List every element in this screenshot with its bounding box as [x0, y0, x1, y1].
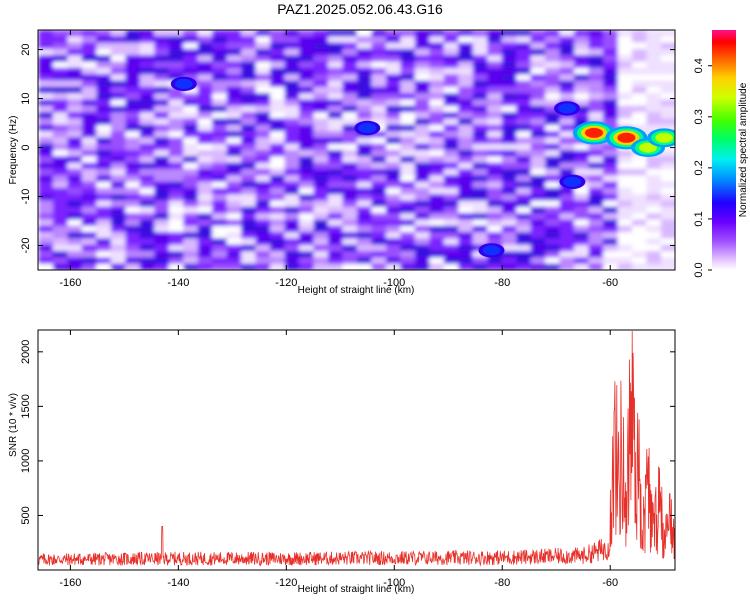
- heatmap-cell: [660, 80, 675, 88]
- heatmap-cell: [660, 112, 675, 119]
- heatmap-cell: [660, 213, 675, 220]
- colorbar-tick-label: 0.1: [693, 211, 705, 226]
- heatmap-hotspot: [174, 78, 193, 89]
- x-tick-label: -80: [494, 577, 510, 589]
- x-tick-label: -140: [167, 277, 189, 289]
- heatmap-cell: [660, 156, 675, 163]
- y-tick-label: 500: [20, 506, 32, 524]
- heatmap-cell: [660, 238, 675, 245]
- y-tick-label: 10: [20, 92, 32, 104]
- heatmap-cell: [660, 86, 675, 94]
- heatmap-cell: [660, 36, 675, 43]
- snr-panel: -160 -140 -120 -100 -80 -60 500 1000 1500 2000 H…: [8, 329, 676, 595]
- snr-y-ticks: 500 1000 1500 2000: [20, 340, 675, 525]
- colorbar: 0.0 0.1 0.2 0.3 0.4 Normalized spectral ampl…: [693, 30, 749, 278]
- heatmap-cell: [660, 244, 675, 252]
- heatmap-cell: [660, 168, 675, 176]
- heatmap-cell: [660, 206, 675, 214]
- colorbar-gradient: [712, 30, 736, 270]
- colorbar-tick-label: 0.2: [693, 160, 705, 175]
- heatmap-cell: [660, 42, 675, 50]
- heatmap-y-axis-label: Frequency (Hz): [8, 116, 19, 185]
- x-tick-label: -60: [602, 577, 618, 589]
- snr-frame: [37, 329, 676, 571]
- x-tick-label: -120: [275, 277, 297, 289]
- heatmap-cell: [660, 61, 675, 69]
- heatmap-cell: [660, 74, 675, 81]
- heatmap-x-axis-label: Height of straight line (km): [298, 285, 415, 296]
- heatmap-cell: [660, 30, 675, 37]
- heatmap-cell: [660, 200, 675, 208]
- heatmap-cell: [660, 225, 675, 233]
- x-tick-label: -140: [167, 577, 189, 589]
- heatmap-cell: [660, 187, 675, 195]
- heatmap-cell: [660, 55, 675, 62]
- x-tick-label: -160: [59, 577, 81, 589]
- heatmap-hotspot: [617, 132, 636, 143]
- heatmap-cell: [660, 150, 675, 157]
- heatmap-hotspot: [482, 245, 501, 256]
- heatmap-hotspot: [563, 176, 582, 187]
- colorbar-label: Normalized spectral amplitude: [738, 82, 749, 217]
- heatmap-hotspot: [639, 142, 657, 153]
- y-tick-label: 1000: [20, 449, 32, 473]
- heatmap-hotspot: [358, 123, 377, 133]
- heatmap-cell: [660, 105, 675, 113]
- x-tick-label: -100: [383, 577, 405, 589]
- snr-background: [38, 330, 675, 570]
- colorbar-tick-label: 0.4: [693, 58, 705, 73]
- heatmap-cell: [660, 263, 675, 270]
- heatmap-x-ticks: -160 -140 -120 -100 -80 -60: [59, 30, 618, 289]
- y-tick-label: 20: [20, 43, 32, 55]
- heatmap-hotspot: [558, 103, 576, 114]
- heatmap-cell: [660, 194, 675, 201]
- x-tick-label: -60: [602, 277, 618, 289]
- heatmap-cell: [660, 251, 675, 258]
- heatmap-hotspot: [585, 127, 603, 138]
- x-tick-label: -120: [275, 577, 297, 589]
- heatmap-frame: [37, 29, 676, 271]
- heatmap-cell: [660, 162, 675, 170]
- heatmap-cell: [660, 232, 675, 239]
- colorbar-ticks: 0.0 0.1 0.2 0.3 0.4: [693, 58, 712, 278]
- heatmap-cell: [660, 99, 675, 107]
- y-tick-label: 2000: [20, 340, 32, 364]
- heatmap-cell: [660, 67, 675, 75]
- heatmap-hotspots: [170, 76, 675, 258]
- colorbar-tick-label: 0.3: [693, 109, 705, 124]
- snr-y-axis-label: SNR (10 * v/v): [8, 393, 19, 457]
- colorbar-tick-label: 0.0: [693, 262, 705, 277]
- snr-series-line: [38, 330, 675, 567]
- snr-x-axis-label: Height of straight line (km): [298, 584, 415, 595]
- chart-title: PAZ1.2025.052.06.43.G16: [277, 1, 443, 17]
- heatmap-hotspot: [655, 132, 674, 143]
- heatmap-cell: [660, 175, 675, 182]
- y-tick-label: -10: [20, 189, 32, 205]
- y-tick-label: 1500: [20, 394, 32, 418]
- heatmap-cell: [660, 219, 675, 227]
- x-tick-label: -100: [383, 277, 405, 289]
- heatmap-cell: [660, 257, 675, 264]
- y-tick-label: 0: [20, 144, 32, 150]
- heatmap-cell: [660, 118, 675, 125]
- heatmap-y-ticks: -20 -10 0 10 20: [20, 43, 675, 253]
- x-tick-label: -160: [59, 277, 81, 289]
- snr-x-ticks: -160 -140 -120 -100 -80 -60: [59, 330, 618, 589]
- x-tick-label: -80: [494, 277, 510, 289]
- heatmap-cells: [38, 30, 675, 270]
- heatmap-cell: [660, 48, 675, 56]
- heatmap-cell: [660, 181, 675, 189]
- y-tick-label: -20: [20, 238, 32, 254]
